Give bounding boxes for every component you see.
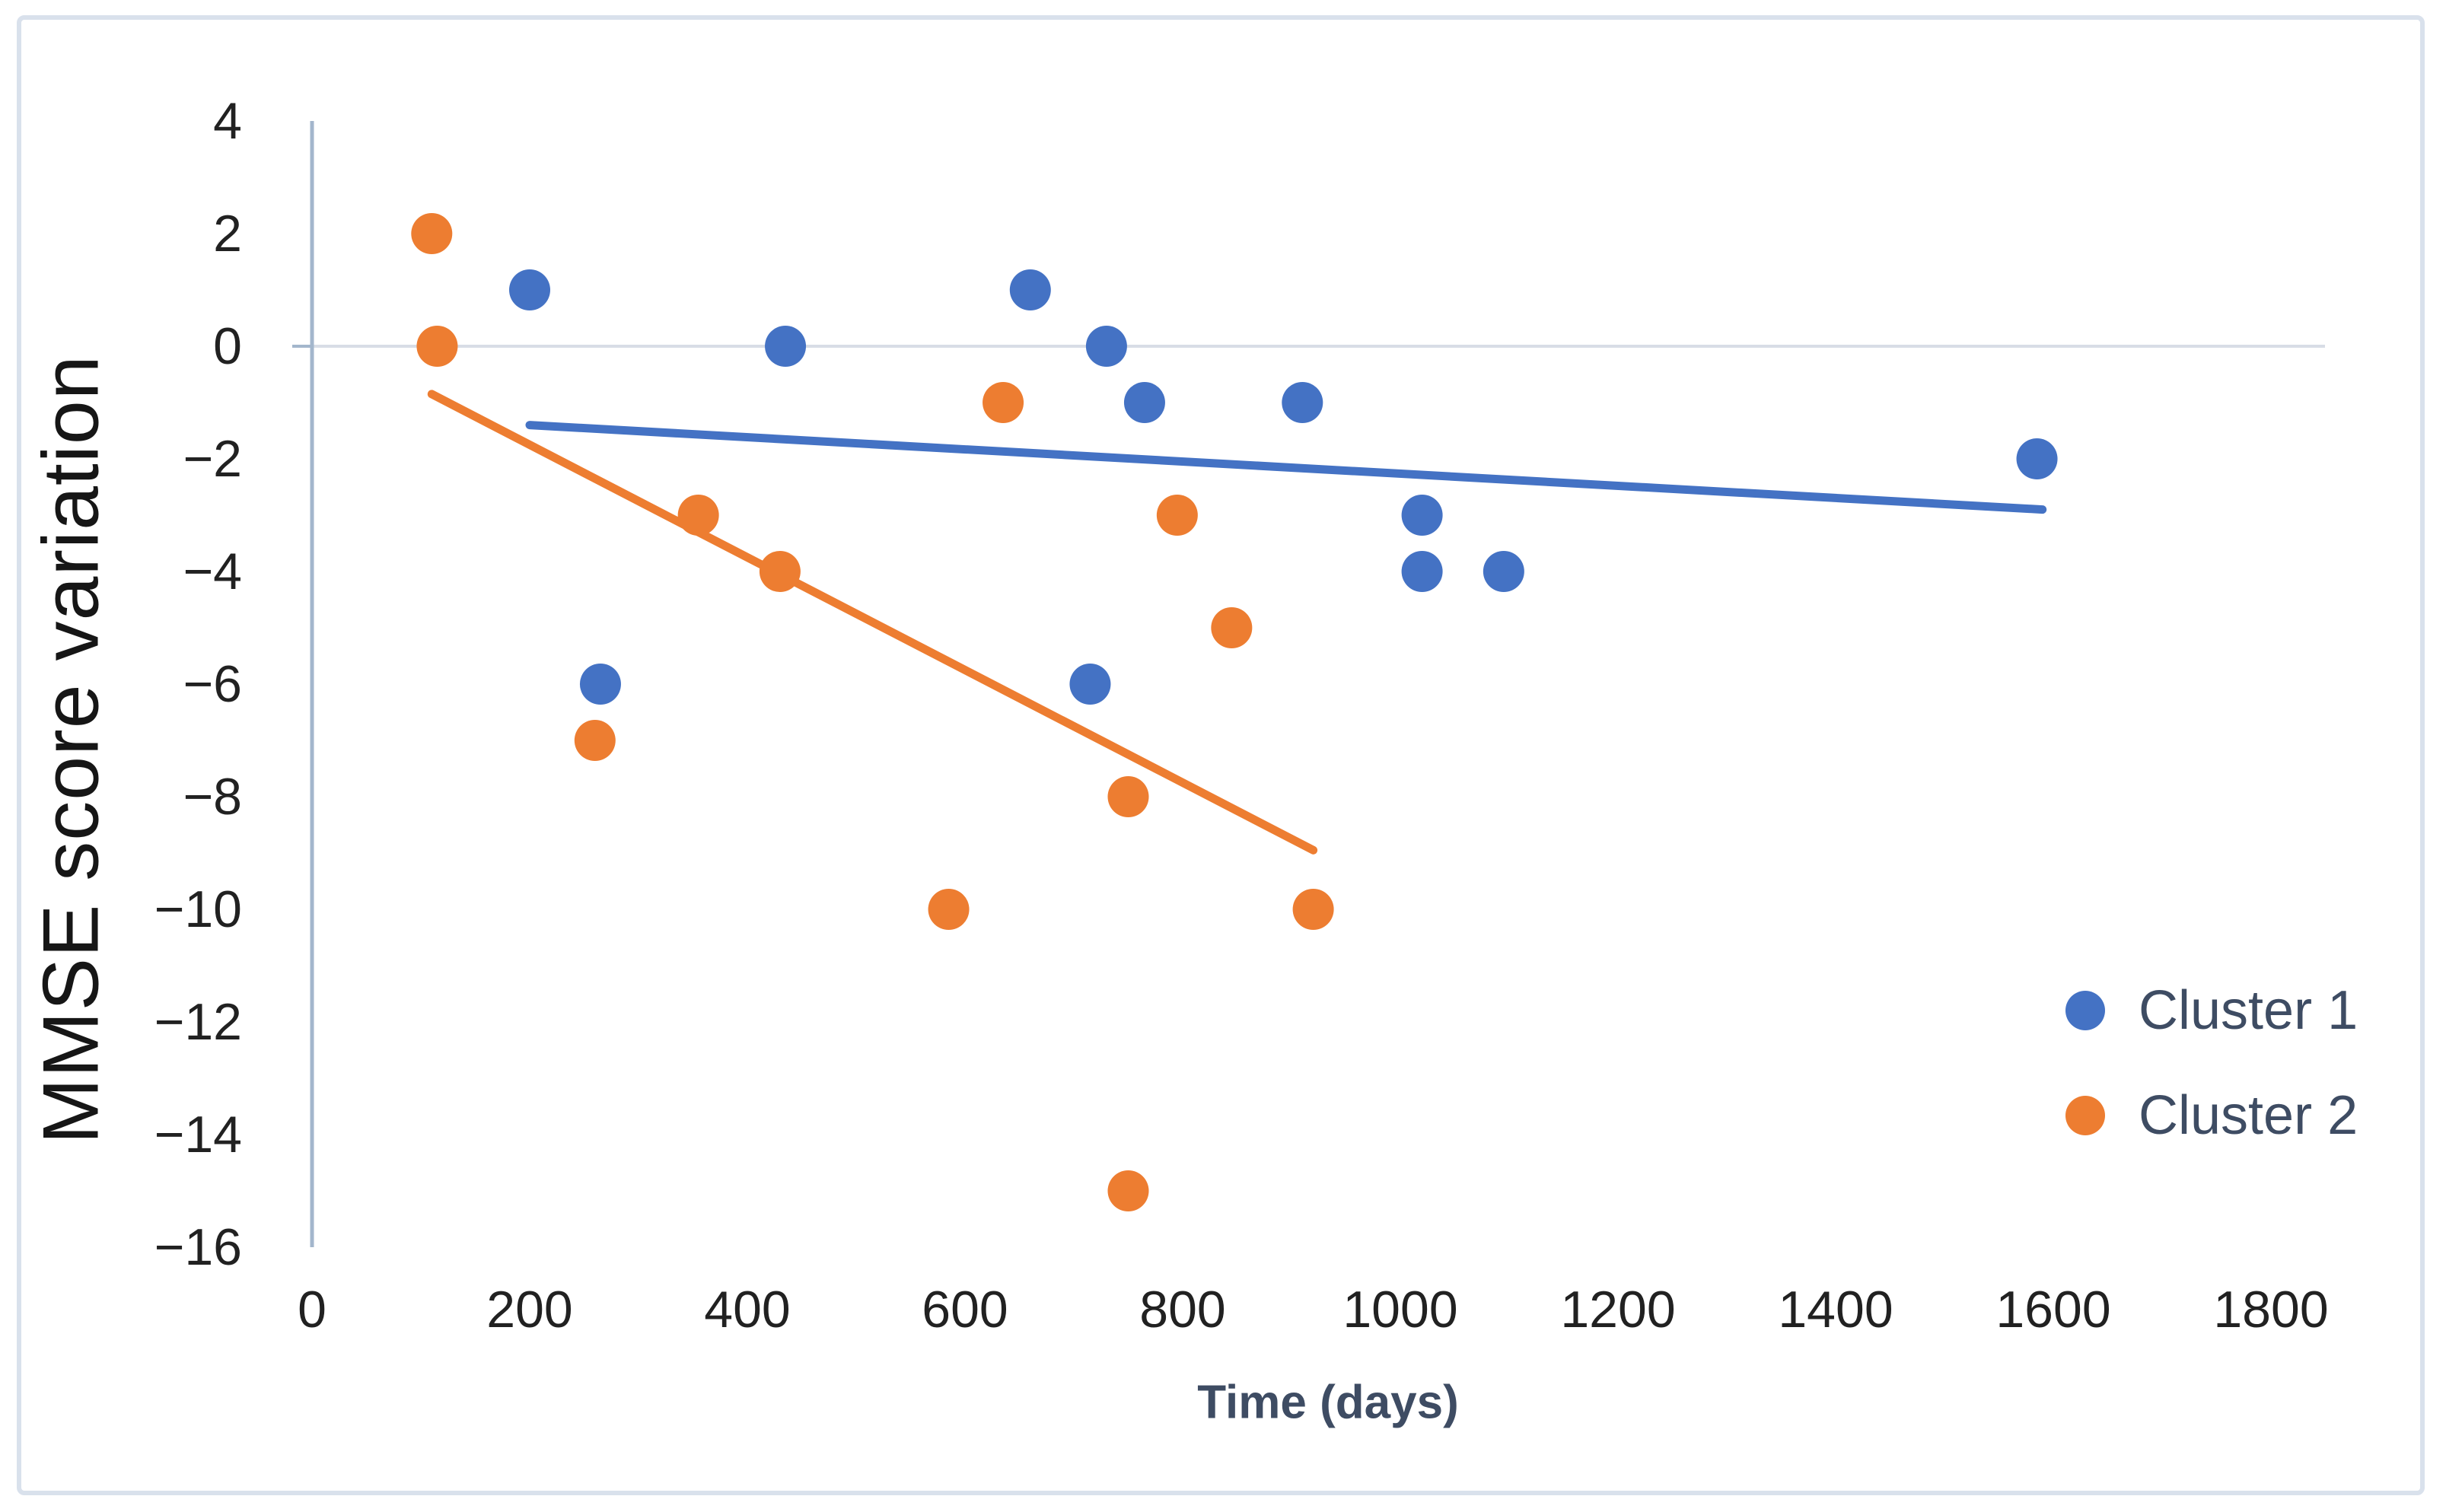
cluster-2-data-point <box>677 495 719 536</box>
y-tick-label: −2 <box>183 430 242 488</box>
cluster-2-data-point <box>1292 889 1334 930</box>
cluster-1-data-point <box>1123 382 1165 423</box>
legend-label: Cluster 2 <box>2139 1085 2358 1146</box>
x-tick-label: 1800 <box>2213 1281 2329 1339</box>
legend-label: Cluster 1 <box>2139 980 2358 1041</box>
cluster-1-trendline <box>525 421 2047 514</box>
cluster-1-data-point <box>1282 382 1323 423</box>
cluster-1-data-point <box>765 326 807 367</box>
cluster-2-data-point <box>574 720 616 761</box>
x-tick-label: 600 <box>922 1281 1008 1339</box>
cluster-2-data-point <box>759 551 801 592</box>
cluster-1-data-point <box>1009 269 1051 310</box>
cluster-1-data-point <box>1483 551 1524 592</box>
x-axis-title: Time (days) <box>1197 1376 1459 1429</box>
legend-item-cluster-2: Cluster 2 <box>2065 1088 2358 1143</box>
cluster-2-data-point <box>1211 607 1253 648</box>
x-tick-label: 1000 <box>1342 1281 1458 1339</box>
y-tick-label: −12 <box>154 993 242 1051</box>
x-tick-label: 0 <box>298 1281 326 1339</box>
y-axis-title: MMSE score variation <box>27 355 116 1144</box>
cluster-2-data-point <box>1156 495 1198 536</box>
cluster-1-data-point <box>1069 664 1111 705</box>
cluster-2-data-point <box>1107 1170 1149 1211</box>
y-tick-label: −8 <box>183 768 242 826</box>
cluster-1-legend-dot-icon <box>2065 991 2105 1030</box>
x-tick-label: 800 <box>1139 1281 1226 1339</box>
cluster-1-data-point <box>2016 438 2058 479</box>
cluster-2-data-point <box>416 326 458 367</box>
cluster-2-data-point <box>983 382 1024 423</box>
cluster-2-data-point <box>928 889 970 930</box>
cluster-2-data-point <box>1107 776 1149 817</box>
cluster-1-data-point <box>509 269 550 310</box>
y-tick-label: −10 <box>154 880 242 938</box>
y-tick-label: 0 <box>213 317 242 375</box>
y-tick-label: −4 <box>183 543 242 600</box>
x-tick-label: 1400 <box>1778 1281 1893 1339</box>
x-tick-label: 1600 <box>1995 1281 2111 1339</box>
cluster-1-data-point <box>1401 551 1443 592</box>
cluster-2-legend-dot-icon <box>2065 1096 2105 1135</box>
chart-legend: Cluster 1 Cluster 2 <box>2065 983 2358 1193</box>
x-tick-label: 200 <box>486 1281 573 1339</box>
x-tick-label: 400 <box>704 1281 791 1339</box>
cluster-2-trendline <box>427 390 1318 855</box>
y-tick-label: −14 <box>154 1106 242 1163</box>
cluster-2-data-point <box>411 213 453 254</box>
cluster-1-data-point <box>579 664 621 705</box>
y-tick-label: 2 <box>213 205 242 263</box>
legend-item-cluster-1: Cluster 1 <box>2065 983 2358 1038</box>
y-tick-label: 4 <box>213 92 242 150</box>
cluster-1-data-point <box>1085 326 1127 367</box>
y-tick-label: −16 <box>154 1218 242 1276</box>
cluster-1-data-point <box>1401 495 1443 536</box>
y-tick-label: −6 <box>183 655 242 713</box>
x-tick-label: 1200 <box>1560 1281 1676 1339</box>
